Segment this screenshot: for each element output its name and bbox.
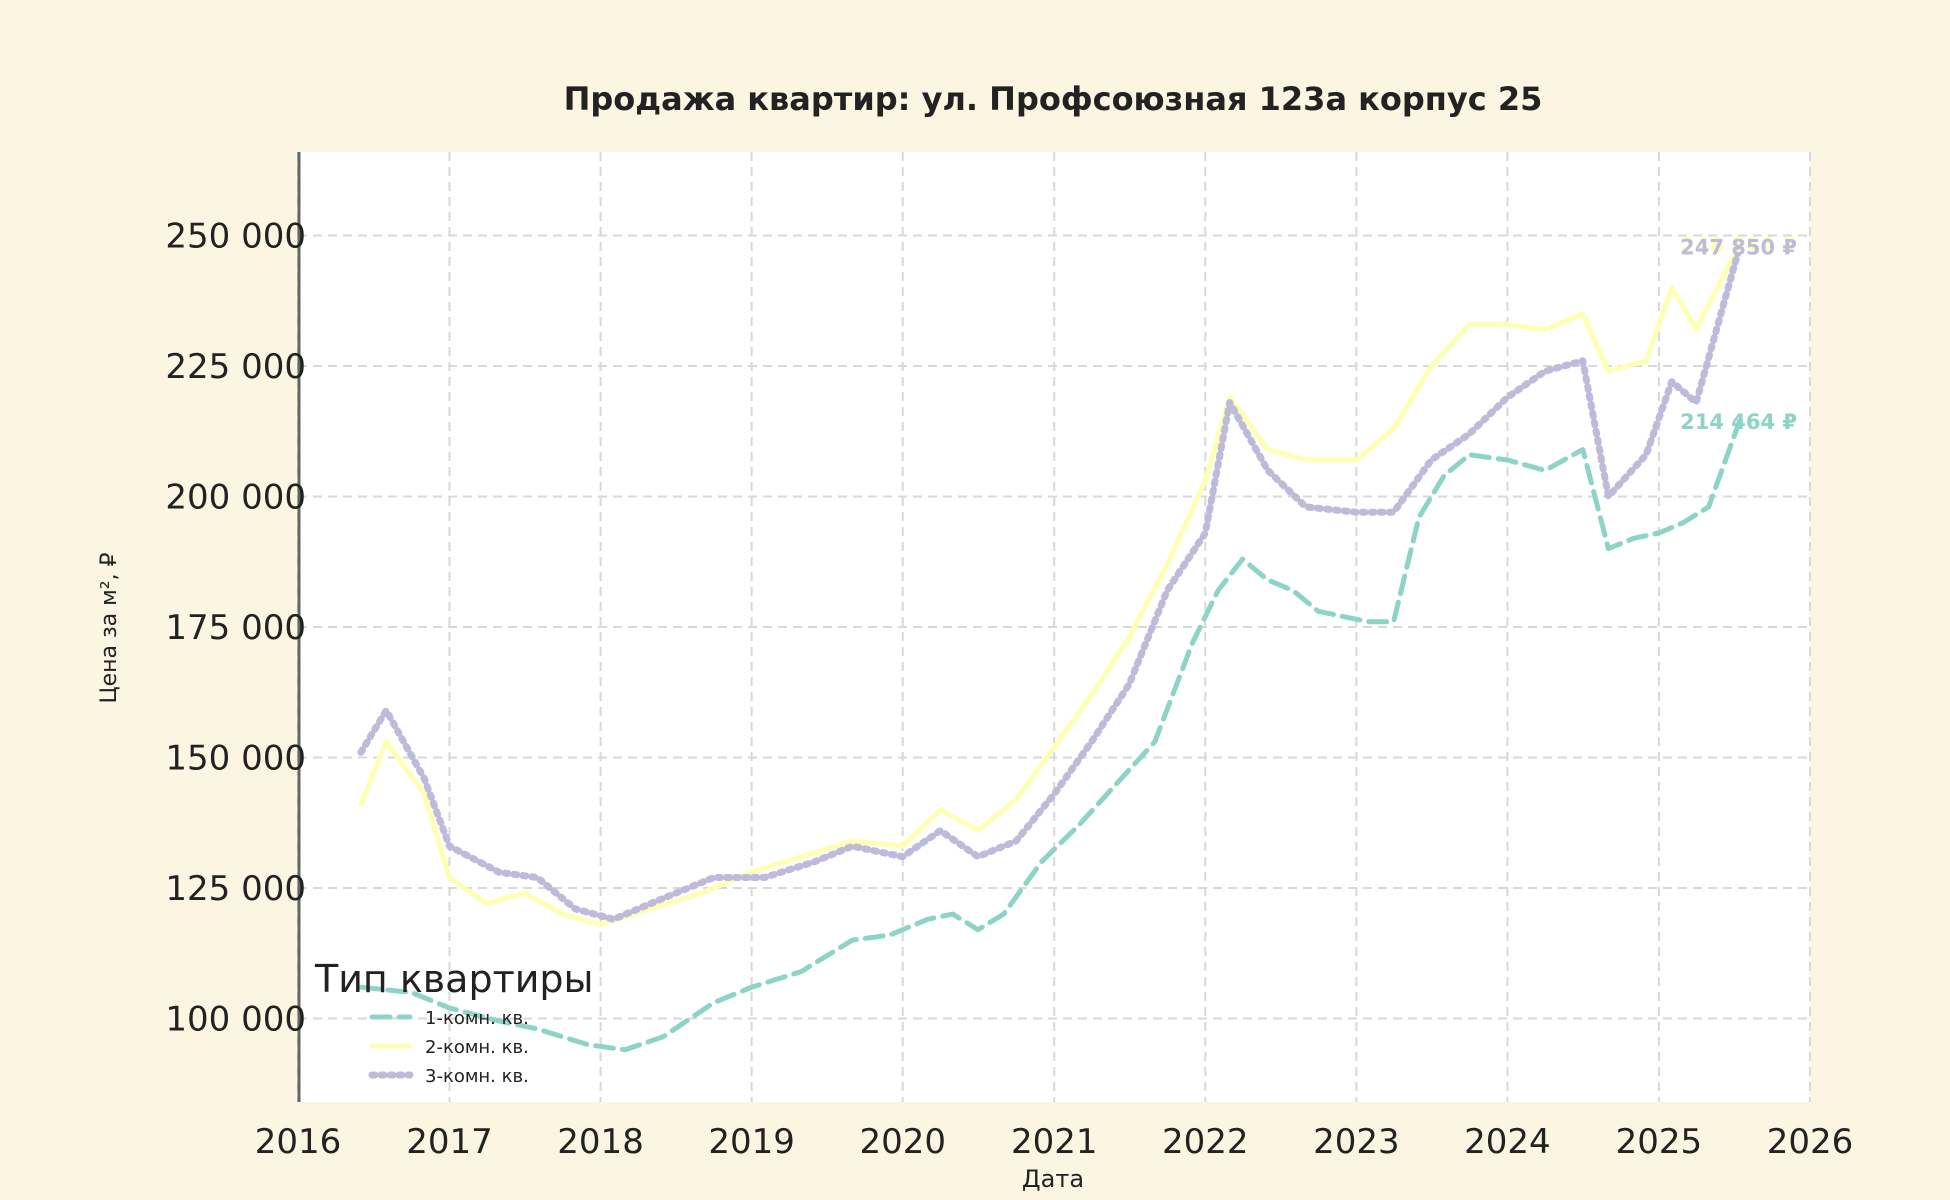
- x-axis-label: Дата: [1022, 1165, 1084, 1193]
- series-end-label: 247 850 ₽: [1680, 236, 1797, 260]
- x-tick-label: 2026: [1767, 1122, 1854, 1162]
- y-tick-label: 125 000: [165, 869, 306, 909]
- legend-label: 2-комн. кв.: [425, 1037, 529, 1058]
- y-tick-label: 250 000: [165, 217, 306, 257]
- chart-title: Продажа квартир: ул. Профсоюзная 123а ко…: [564, 80, 1543, 118]
- legend: Тип квартиры 1-комн. кв. 2-комн. кв. 3-ком…: [314, 957, 594, 1087]
- y-tick-label: 225 000: [165, 347, 306, 387]
- y-tick-label: 175 000: [165, 608, 306, 648]
- x-tick-label: 2020: [859, 1122, 946, 1162]
- x-tick-label: 2016: [255, 1122, 342, 1162]
- series-end-label: 248 316 ₽: [1680, 233, 1797, 257]
- y-tick-label: 150 000: [165, 738, 306, 778]
- series-end-label: 214 464 ₽: [1680, 410, 1797, 434]
- series-line: [357, 243, 1744, 923]
- x-tick-label: 2023: [1313, 1122, 1400, 1162]
- series-line: [358, 418, 1743, 1053]
- legend-label: 3-комн. кв.: [425, 1066, 529, 1087]
- x-tick-label: 2022: [1162, 1122, 1249, 1162]
- x-tick-label: 2021: [1011, 1122, 1098, 1162]
- x-tick-label: 2018: [557, 1122, 644, 1162]
- x-tick-label: 2017: [406, 1122, 493, 1162]
- x-tick-label: 2025: [1616, 1122, 1703, 1162]
- series-lines: [357, 241, 1744, 1053]
- series-line: [358, 241, 1743, 927]
- legend-title: Тип квартиры: [314, 957, 594, 1001]
- y-tick-label: 200 000: [165, 478, 306, 518]
- y-axis-label: Цена за м², ₽: [97, 552, 122, 703]
- x-axis-ticks: 2016 2017 2018 2019 2020 2021 2022 2023 2024 2025…: [255, 1122, 1854, 1162]
- y-axis-ticks: 100 000 125 000 150 000 175 000 200 000 225 0…: [165, 217, 306, 1040]
- y-tick-label: 100 000: [165, 999, 306, 1039]
- legend-label: 1-комн. кв.: [425, 1008, 529, 1029]
- x-tick-label: 2024: [1464, 1122, 1551, 1162]
- series-end-labels: 214 464 ₽ 248 316 ₽247 850 ₽: [1680, 233, 1797, 434]
- x-tick-label: 2019: [708, 1122, 795, 1162]
